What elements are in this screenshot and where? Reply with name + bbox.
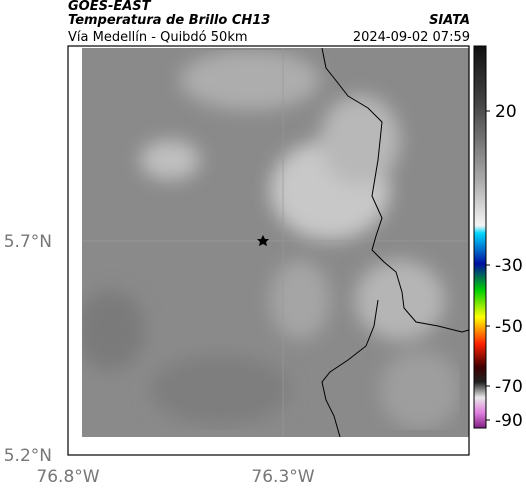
map-frame — [67, 45, 470, 456]
region: Vía Medellín - Quibdó 50km — [68, 30, 248, 45]
lat-label: 5.2°N — [4, 446, 52, 466]
colorbar-label: 20 — [495, 102, 517, 122]
colorbar-label: -90 — [495, 411, 523, 431]
colorbar — [473, 45, 487, 429]
title: GOES-EAST — [68, 0, 152, 14]
colorbar-label: -30 — [495, 256, 523, 276]
subtitle: Temperatura de Brillo CH13 — [68, 13, 270, 28]
colorbar-ticks: 20 -30 -50 -70 -90 — [486, 102, 523, 431]
source: SIATA — [429, 13, 470, 28]
lon-label: 76.3°W — [251, 467, 314, 487]
colorbar-label: -50 — [495, 317, 523, 337]
lat-label: 5.7°N — [4, 232, 52, 252]
colorbar-label: -70 — [495, 377, 523, 397]
timestamp: 2024-09-02 07:59 — [353, 30, 470, 45]
location-marker — [257, 235, 269, 246]
satellite-image — [82, 48, 469, 437]
lon-label: 76.8°W — [36, 467, 99, 487]
